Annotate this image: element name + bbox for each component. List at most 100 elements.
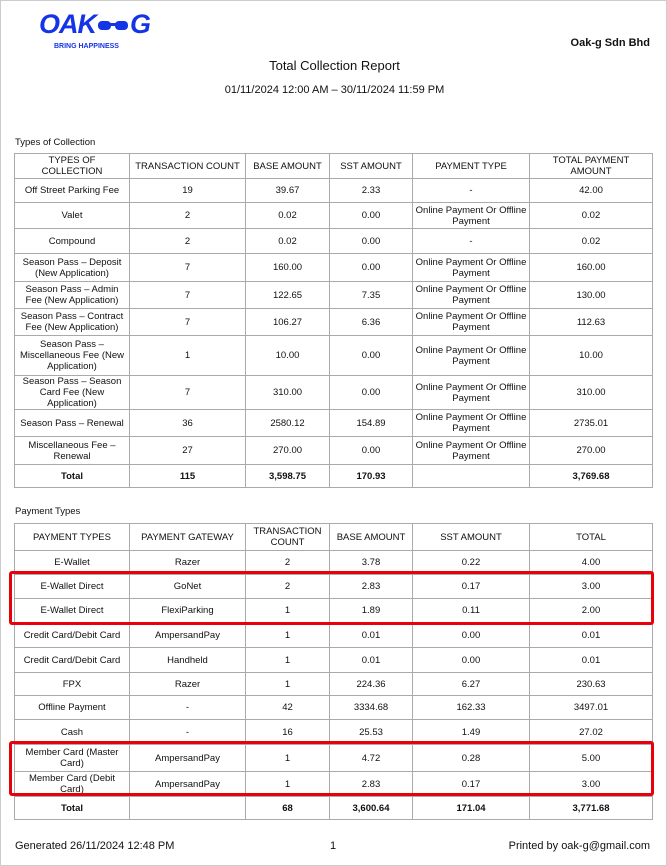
highlight-box (9, 741, 654, 796)
company-name: Oak-g Sdn Bhd (570, 37, 650, 49)
data-row: FPX Razer 1 224.36 6.27 230.63 (14, 672, 653, 696)
cell: 154.89 (329, 409, 413, 437)
data-row: Season Pass – Renewal 36 2580.12 154.89 Onli… (14, 409, 653, 437)
cell: 162.33 (412, 695, 530, 720)
cell: 160.00 (245, 253, 330, 282)
cell: AmpersandPay (129, 622, 246, 648)
section-heading: Types of Collection (15, 137, 96, 148)
header-row: PAYMENT TYPES PAYMENT GATEWAY TRANSACTION … (14, 523, 653, 551)
data-row: Off Street Parking Fee 19 39.67 2.33-42.00 (14, 178, 653, 203)
cell: 2 (129, 228, 246, 254)
cell: 19 (129, 178, 246, 203)
cell: Razer (129, 550, 246, 575)
cell: 270.00 (529, 436, 653, 465)
cell: FPX (14, 672, 130, 696)
section-heading: Payment Types (15, 506, 81, 517)
cell: 0.02 (245, 202, 330, 229)
cell: Season Pass – Miscellaneous Fee (New App… (14, 335, 130, 376)
cell: - (129, 719, 246, 745)
cell: Season Pass – Contract Fee (New Applicat… (14, 308, 130, 336)
total-cell: 3,769.68 (529, 464, 653, 488)
data-row: Season Pass – Miscellaneous Fee (New App… (14, 335, 653, 376)
cell: 36 (129, 409, 246, 437)
header-cell: TOTAL (529, 523, 653, 551)
cell: Season Pass – Deposit (New Application) (14, 253, 130, 282)
cell: E-Wallet Direct (14, 574, 130, 599)
cell: 10.00 (245, 335, 330, 376)
cell: 7 (129, 253, 246, 282)
cell: Credit Card/Debit Card (14, 647, 130, 673)
data-row: Season Pass – Season Card Fee (New Appli… (14, 375, 653, 410)
cell: 270.00 (245, 436, 330, 465)
header-cell: SST AMOUNT (412, 523, 530, 551)
cell: Cash (14, 719, 130, 745)
cell: 0.11 (412, 598, 530, 623)
data-row: Credit Card/Debit Card AmpersandPay 1 0.01 0… (14, 622, 653, 648)
cell: Season Pass – Season Card Fee (New Appli… (14, 375, 130, 410)
total-cell (412, 464, 530, 488)
page-number: 1 (330, 840, 337, 852)
report-title: Total Collection Report (269, 58, 400, 73)
cell: Online Payment Or Offline Payment (412, 335, 530, 376)
cell: 3.78 (329, 550, 413, 575)
data-row: Miscellaneous Fee – Renewal 27 270.00 0.00 O… (14, 436, 653, 465)
total-row: Total 115 3,598.75 170.93 3,769.68 (14, 464, 653, 488)
header-cell: TOTAL PAYMENT AMOUNT (529, 153, 653, 179)
cell: AmpersandPay (129, 744, 246, 772)
cell: 0.02 (529, 228, 653, 254)
cell: 4.00 (529, 550, 653, 575)
cell: Miscellaneous Fee – Renewal (14, 436, 130, 465)
date-range: 01/11/2024 12:00 AM – 30/11/2024 11:59 P… (224, 84, 445, 96)
printed-by: Printed by oak-g@gmail.com (508, 840, 650, 852)
cell: 1 (245, 647, 330, 673)
cell: 112.63 (529, 308, 653, 336)
cell: 2 (129, 202, 246, 229)
total-cell: 170.93 (329, 464, 413, 488)
cell: - (129, 695, 246, 720)
cell: 7.35 (329, 281, 413, 309)
cell: Credit Card/Debit Card (14, 622, 130, 648)
cell: AmpersandPay (129, 771, 246, 797)
cell: 1 (245, 622, 330, 648)
cell: Online Payment Or Offline Payment (412, 308, 530, 336)
cell: 130.00 (529, 281, 653, 309)
cell: 1 (245, 598, 330, 623)
cell: 6.36 (329, 308, 413, 336)
cell: 1.49 (412, 719, 530, 745)
cell: Season Pass – Renewal (14, 409, 130, 437)
cell: 1 (129, 335, 246, 376)
cell: 0.01 (529, 647, 653, 673)
cell: 6.27 (412, 672, 530, 696)
cell: Online Payment Or Offline Payment (412, 375, 530, 410)
total-cell: 3,771.68 (529, 796, 653, 820)
collection-table: TYPES OF COLLECTION TRANSACTION COUNT BASE… (14, 153, 653, 488)
cell: 42.00 (529, 178, 653, 203)
total-cell: 3,598.75 (245, 464, 330, 488)
cell: 3.00 (529, 574, 653, 599)
cell: 2.33 (329, 178, 413, 203)
total-cell: 68 (245, 796, 330, 820)
data-row: Season Pass – Deposit (New Application) 7… (14, 253, 653, 282)
cell: 0.00 (412, 647, 530, 673)
total-cell (129, 796, 246, 820)
cell: 0.01 (329, 647, 413, 673)
cell: Compound (14, 228, 130, 254)
header-cell: PAYMENT GATEWAY (129, 523, 246, 551)
cell: 0.17 (412, 574, 530, 599)
data-row: Valet 2 0.02 0.00 Online Payment Or Offline … (14, 202, 653, 229)
data-row: E-Wallet Direct GoNet 2 2.83 0.17 3.00 (14, 574, 653, 599)
cell: 42 (245, 695, 330, 720)
cell: 0.02 (245, 228, 330, 254)
total-cell: Total (14, 796, 130, 820)
data-row: Cash -16 25.53 1.49 27.02 (14, 719, 653, 745)
header-cell: SST AMOUNT (329, 153, 413, 179)
cell: 2580.12 (245, 409, 330, 437)
cell: Online Payment Or Offline Payment (412, 281, 530, 309)
cell: 224.36 (329, 672, 413, 696)
cell: 310.00 (529, 375, 653, 410)
logo-goggles (98, 20, 128, 30)
logo-text: G (130, 9, 151, 39)
cell: Online Payment Or Offline Payment (412, 436, 530, 465)
total-cell: 171.04 (412, 796, 530, 820)
